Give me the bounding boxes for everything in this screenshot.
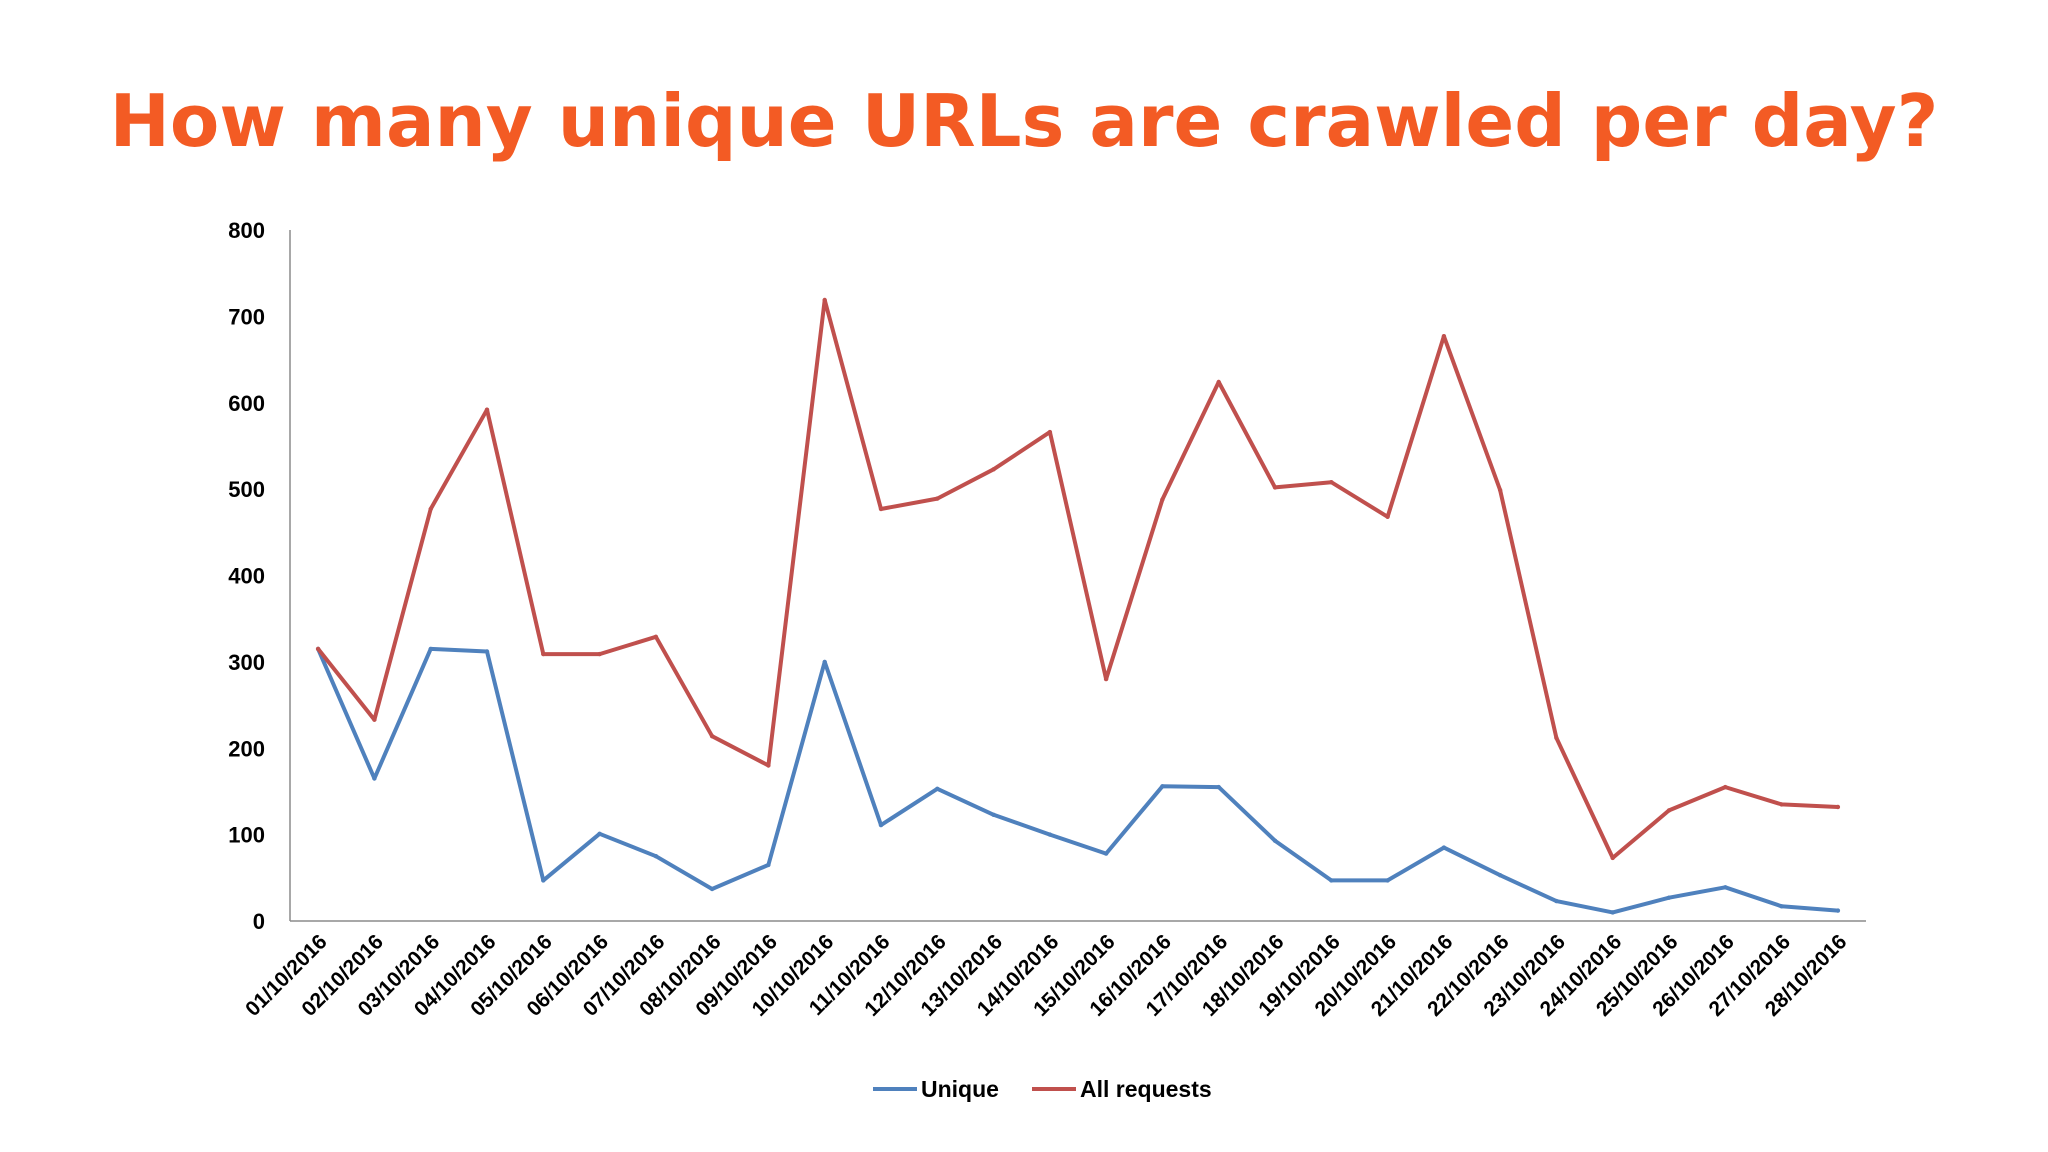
data-point-unique <box>1216 784 1221 790</box>
data-point-unique <box>1329 878 1334 883</box>
y-tick-label: 800 <box>228 218 265 243</box>
data-point-unique <box>709 886 715 892</box>
data-point-all-requests <box>1441 334 1447 339</box>
y-tick-label: 200 <box>228 736 265 761</box>
data-point-unique <box>1441 845 1447 850</box>
data-point-unique <box>541 878 546 883</box>
y-tick-label: 100 <box>228 823 265 848</box>
data-point-all-requests <box>1666 808 1672 813</box>
x-axis-ticks: 01/10/201602/10/201603/10/201604/10/2016… <box>241 930 1851 1021</box>
y-tick-label: 500 <box>228 477 265 502</box>
data-point-all-requests <box>1047 429 1053 435</box>
data-point-all-requests <box>1835 804 1841 810</box>
y-tick-label: 400 <box>228 564 265 589</box>
y-tick-label: 600 <box>228 391 265 416</box>
data-point-unique <box>1272 838 1278 843</box>
data-point-all-requests <box>372 717 377 722</box>
data-point-unique <box>1554 898 1559 904</box>
chart-legend: Unique All requests <box>873 1076 1212 1102</box>
data-point-unique <box>1497 873 1503 878</box>
series-line-unique <box>316 646 1840 915</box>
y-tick-label: 300 <box>228 650 265 675</box>
data-point-all-requests <box>935 496 940 501</box>
slide-title: How many unique URLs are crawled per day… <box>109 79 1939 163</box>
y-tick-label: 700 <box>228 304 265 329</box>
data-point-all-requests <box>428 506 433 512</box>
data-point-unique <box>653 854 659 859</box>
data-point-unique <box>1160 784 1165 789</box>
data-point-all-requests <box>1329 480 1334 485</box>
data-point-unique <box>1723 885 1728 890</box>
data-point-all-requests <box>878 506 884 512</box>
data-point-unique <box>597 831 602 836</box>
data-point-unique <box>1666 895 1672 900</box>
data-point-unique <box>428 646 433 652</box>
chart-axes <box>289 230 1866 922</box>
data-point-unique <box>878 822 884 828</box>
data-point-all-requests <box>1779 802 1784 807</box>
data-point-all-requests <box>822 297 827 303</box>
data-point-unique <box>1103 851 1109 856</box>
data-point-all-requests <box>991 467 996 472</box>
legend-label-all-requests: All requests <box>1080 1076 1212 1102</box>
data-point-all-requests <box>1610 855 1615 861</box>
data-point-all-requests <box>766 763 771 768</box>
data-point-all-requests <box>541 651 546 657</box>
series-line-all-requests <box>316 298 1840 860</box>
data-point-all-requests <box>484 407 490 412</box>
data-point-all-requests <box>1554 735 1559 741</box>
data-point-all-requests <box>653 634 659 639</box>
legend-label-unique: Unique <box>921 1076 999 1102</box>
data-point-unique <box>1779 904 1784 909</box>
data-point-all-requests <box>315 646 321 652</box>
data-point-unique <box>1047 832 1053 837</box>
data-point-all-requests <box>597 651 602 657</box>
data-point-unique <box>935 786 940 791</box>
data-point-unique <box>822 659 827 665</box>
data-point-unique <box>484 649 490 654</box>
data-point-all-requests <box>1216 379 1221 385</box>
data-point-all-requests <box>1103 676 1109 682</box>
data-point-all-requests <box>709 734 715 739</box>
y-tick-label: 0 <box>253 909 265 934</box>
data-point-all-requests <box>1723 784 1728 790</box>
data-point-all-requests <box>1385 514 1390 519</box>
data-point-unique <box>372 776 377 781</box>
data-point-unique <box>991 812 996 817</box>
data-point-all-requests <box>1272 485 1278 490</box>
data-point-unique <box>1835 908 1841 913</box>
chart-series <box>315 297 1841 915</box>
data-point-unique <box>1610 910 1615 915</box>
data-point-unique <box>766 862 771 868</box>
data-point-unique <box>1385 878 1390 883</box>
data-point-all-requests <box>1497 487 1503 493</box>
y-axis-ticks: 0 100 200 300 400 500 600 700 800 <box>228 218 265 934</box>
data-point-all-requests <box>1160 497 1165 502</box>
